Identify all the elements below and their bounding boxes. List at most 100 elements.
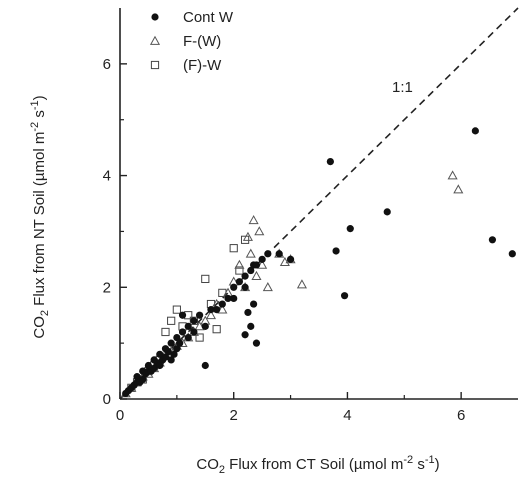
data-point xyxy=(262,282,273,292)
data-point xyxy=(170,350,178,358)
series--f-w xyxy=(127,235,250,392)
x-axis-label-pre: CO xyxy=(196,456,219,473)
legend-marker xyxy=(151,13,159,21)
data-point xyxy=(383,208,391,216)
data-point xyxy=(275,250,283,258)
data-point xyxy=(190,328,198,336)
legend-marker xyxy=(150,60,160,70)
x-axis-label-sub: 2 xyxy=(219,464,225,476)
x-tick-label: 4 xyxy=(343,407,351,424)
data-point xyxy=(235,278,243,286)
y-tick-label: 2 xyxy=(103,279,111,296)
data-point xyxy=(190,317,198,325)
data-point xyxy=(224,294,232,303)
data-point xyxy=(240,235,250,244)
x-tick-label: 6 xyxy=(457,407,465,424)
data-point xyxy=(164,347,172,356)
x-tick-label: 2 xyxy=(230,407,238,424)
data-point xyxy=(258,255,266,263)
data-point xyxy=(229,244,238,253)
reference-line xyxy=(119,7,519,400)
y-tick-label: 4 xyxy=(103,168,111,185)
data-point xyxy=(201,361,209,370)
data-point xyxy=(251,270,262,280)
data-point xyxy=(346,225,354,233)
data-points xyxy=(120,127,516,398)
y-axis-label-end: ) xyxy=(31,95,48,100)
data-point xyxy=(242,231,253,241)
data-point xyxy=(172,305,181,314)
data-point xyxy=(252,261,261,269)
data-point xyxy=(194,321,205,331)
data-point xyxy=(252,339,261,347)
data-point xyxy=(296,279,307,289)
data-point xyxy=(156,350,164,358)
legend-marker xyxy=(149,35,161,45)
y-axis-label-sup2: -1 xyxy=(29,100,41,110)
data-point xyxy=(207,306,215,314)
data-point xyxy=(218,300,226,308)
data-point xyxy=(488,236,497,244)
data-point xyxy=(201,322,209,330)
data-point xyxy=(244,308,252,317)
x-axis-label-end: ) xyxy=(435,456,440,473)
data-point xyxy=(245,248,256,258)
data-point xyxy=(150,364,158,372)
data-point xyxy=(217,304,228,314)
data-point xyxy=(241,331,249,339)
data-point xyxy=(156,361,164,370)
plot-frame xyxy=(119,8,518,400)
data-point xyxy=(167,356,175,364)
data-point xyxy=(241,283,249,291)
data-point xyxy=(212,325,221,334)
data-point xyxy=(205,309,217,320)
data-point xyxy=(201,274,210,284)
y-axis-label-post: s xyxy=(31,110,48,122)
axis-ticks: 0 2 4 6 0 2 4 6 xyxy=(103,56,466,424)
y-tick-label: 6 xyxy=(103,56,111,73)
data-point xyxy=(139,375,147,384)
y-axis-label: CO2 Flux from NT Soil (µmol m-2 s-1) xyxy=(29,95,51,338)
data-point xyxy=(161,353,170,361)
data-point xyxy=(173,345,181,353)
data-point xyxy=(235,266,244,275)
data-point xyxy=(264,250,272,258)
data-point xyxy=(447,170,458,180)
data-point xyxy=(167,316,176,325)
x-axis-label-mid: Flux from CT Soil (µmol m xyxy=(225,456,403,473)
data-point xyxy=(173,333,181,342)
data-point xyxy=(340,292,349,300)
legend-label: Cont W xyxy=(183,9,234,26)
y-axis-label-mid: Flux from NT Soil (µmol m xyxy=(31,132,48,310)
data-point xyxy=(453,184,464,194)
x-axis-label-sup: -2 xyxy=(403,454,413,466)
data-point xyxy=(133,373,141,381)
series-cont-w xyxy=(122,127,516,398)
data-point xyxy=(257,259,268,269)
data-point xyxy=(248,215,259,225)
legend-label: (F)-W xyxy=(183,57,222,74)
data-point xyxy=(247,322,255,330)
y-axis-label-sub: 2 xyxy=(39,310,51,316)
data-point xyxy=(250,300,258,308)
one-to-one-line xyxy=(119,7,519,400)
data-point xyxy=(144,361,153,370)
data-point xyxy=(167,339,175,347)
data-point xyxy=(286,255,295,263)
data-point xyxy=(508,250,516,258)
y-axis-label-sup: -2 xyxy=(29,122,41,132)
data-point xyxy=(178,328,187,336)
legend: Cont W F-(W) (F)-W xyxy=(149,9,234,74)
data-point xyxy=(471,127,479,135)
data-point xyxy=(247,266,255,275)
data-point xyxy=(230,294,238,303)
x-tick-label: 0 xyxy=(116,407,124,424)
data-point xyxy=(326,158,334,166)
data-point xyxy=(161,327,170,337)
data-point xyxy=(332,247,340,255)
data-point xyxy=(234,259,245,269)
y-axis-label-pre: CO xyxy=(31,316,48,339)
x-axis-label-sup2: -1 xyxy=(425,454,435,466)
data-point xyxy=(184,333,192,342)
